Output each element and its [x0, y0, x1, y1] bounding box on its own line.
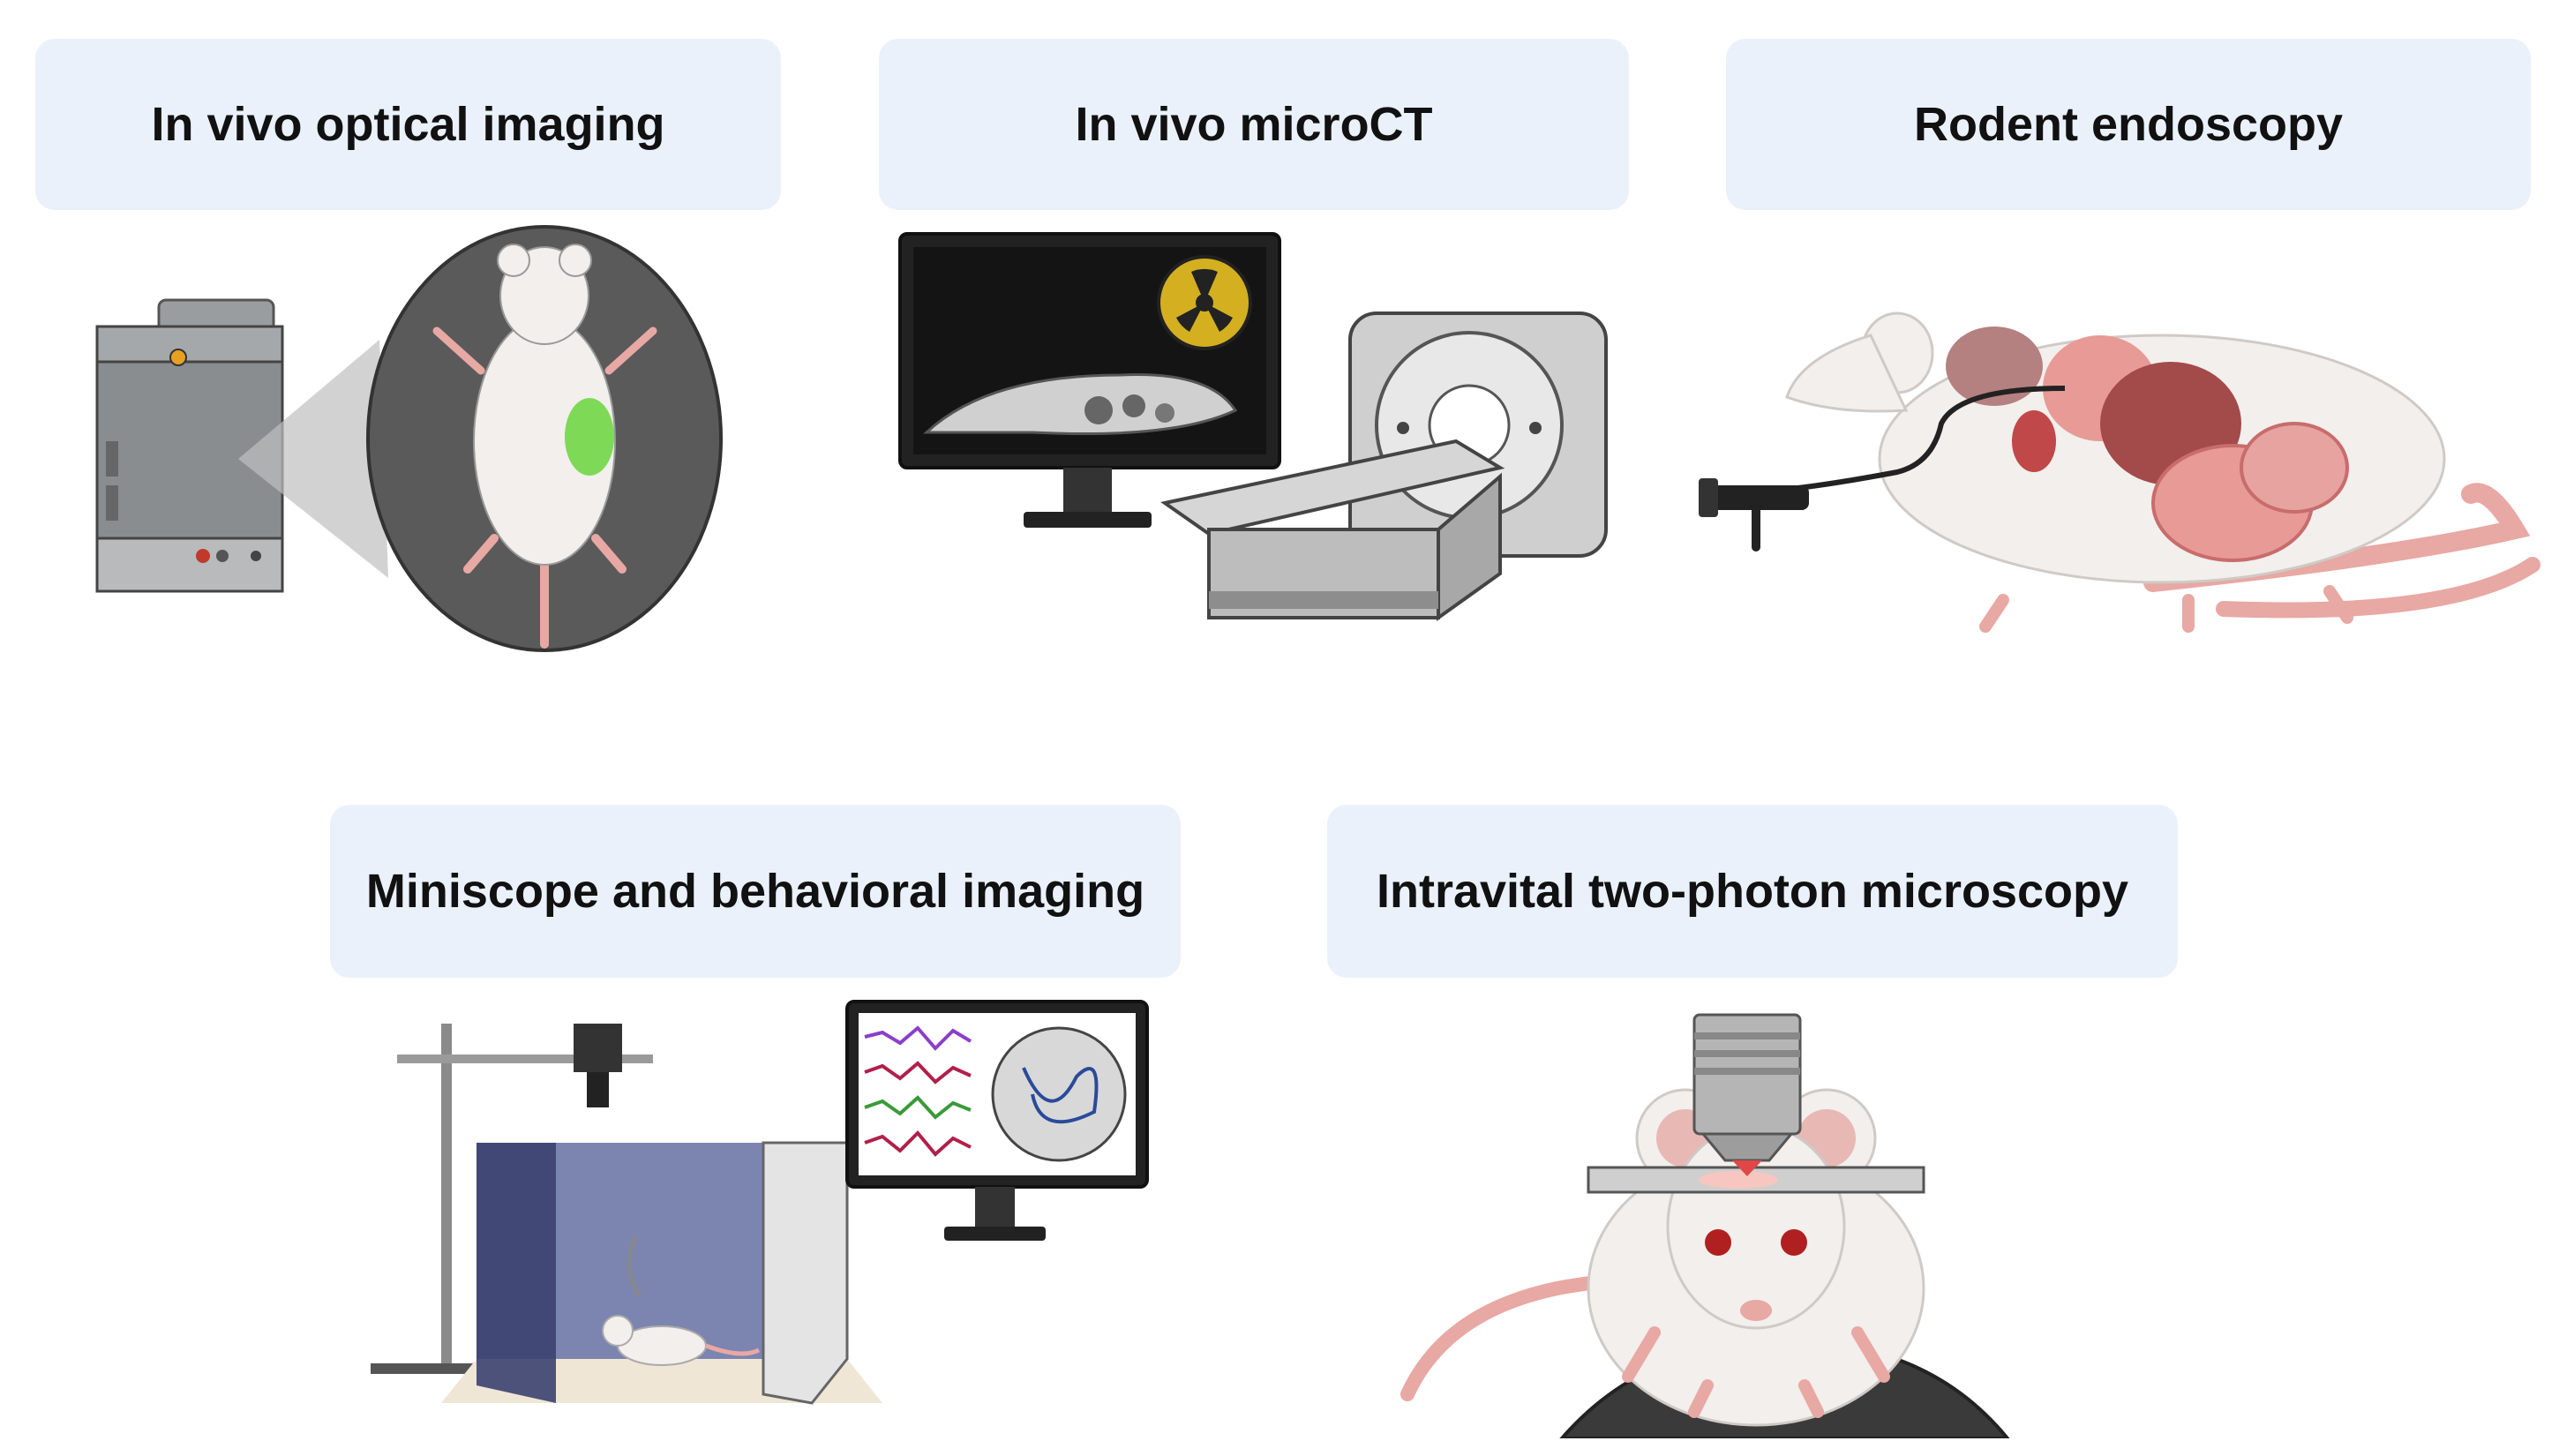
eeg-monitor-icon	[845, 1000, 1149, 1241]
ct-scanner-icon	[1160, 311, 1608, 621]
panel-title-two-photon: Intravital two-photon microscopy	[1327, 805, 2178, 978]
mouse-supine-icon	[366, 225, 723, 652]
panel-title-optical-imaging: In vivo optical imaging	[35, 39, 781, 210]
optical-imaging-illustration	[79, 221, 750, 662]
two-photon-illustration	[1390, 997, 2149, 1438]
panel-title-microct: In vivo microCT	[879, 39, 1629, 210]
behavior-rig-icon	[371, 1024, 882, 1405]
panel-title-miniscope: Miniscope and behavioral imaging	[330, 805, 1181, 978]
endoscopy-illustration	[1694, 265, 2541, 644]
ct-monitor-icon	[898, 232, 1281, 528]
miniscope-illustration	[353, 988, 1174, 1412]
radiation-icon	[1157, 255, 1252, 350]
microct-illustration	[891, 221, 1632, 644]
objective-lens-icon	[1587, 1013, 1925, 1194]
endoscope-icon	[1699, 386, 2066, 552]
mouse-anatomy-icon	[1785, 311, 2540, 633]
panel-title-rodent-endoscopy: Rodent endoscopy	[1726, 39, 2531, 210]
mouse-on-ball-icon	[1400, 1088, 2010, 1438]
